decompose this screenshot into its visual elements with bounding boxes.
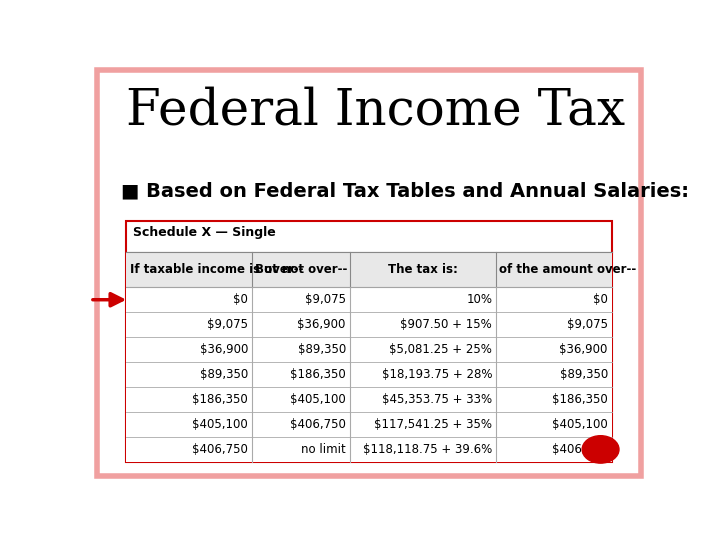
Bar xyxy=(126,362,612,387)
Text: If taxable income is over--: If taxable income is over-- xyxy=(130,263,303,276)
Text: $9,075: $9,075 xyxy=(567,318,608,331)
Bar xyxy=(126,412,612,437)
Text: Schedule X — Single: Schedule X — Single xyxy=(133,226,276,239)
Text: $406,750: $406,750 xyxy=(192,443,248,456)
Text: Federal Income Tax: Federal Income Tax xyxy=(126,85,626,135)
Text: $0: $0 xyxy=(593,293,608,306)
Text: $9,075: $9,075 xyxy=(207,318,248,331)
Text: $89,350: $89,350 xyxy=(559,368,608,381)
Text: $36,900: $36,900 xyxy=(200,343,248,356)
Text: of the amount over--: of the amount over-- xyxy=(500,263,636,276)
Text: $405,100: $405,100 xyxy=(192,418,248,431)
Text: $36,900: $36,900 xyxy=(297,318,346,331)
Text: $89,350: $89,350 xyxy=(297,343,346,356)
Bar xyxy=(126,337,612,362)
Text: 10%: 10% xyxy=(467,293,492,306)
Bar xyxy=(126,437,612,462)
Text: The tax is:: The tax is: xyxy=(388,263,458,276)
Text: But not over--: But not over-- xyxy=(256,263,348,276)
Text: $117,541.25 + 35%: $117,541.25 + 35% xyxy=(374,418,492,431)
Circle shape xyxy=(582,436,619,463)
Text: $186,350: $186,350 xyxy=(192,393,248,406)
Text: $186,350: $186,350 xyxy=(552,393,608,406)
Text: no limit: no limit xyxy=(301,443,346,456)
Text: $18,193.75 + 28%: $18,193.75 + 28% xyxy=(382,368,492,381)
Bar xyxy=(126,221,612,462)
Text: $186,350: $186,350 xyxy=(290,368,346,381)
Text: $405,100: $405,100 xyxy=(552,418,608,431)
Bar xyxy=(126,312,612,337)
Text: $5,081.25 + 25%: $5,081.25 + 25% xyxy=(390,343,492,356)
Text: $405,100: $405,100 xyxy=(290,393,346,406)
Bar xyxy=(126,387,612,412)
Text: $0: $0 xyxy=(233,293,248,306)
Text: $907.50 + 15%: $907.50 + 15% xyxy=(400,318,492,331)
Text: $406,750: $406,750 xyxy=(290,418,346,431)
Text: $406,750: $406,750 xyxy=(552,443,608,456)
Text: $45,353.75 + 33%: $45,353.75 + 33% xyxy=(382,393,492,406)
Text: $118,118.75 + 39.6%: $118,118.75 + 39.6% xyxy=(363,443,492,456)
Text: $36,900: $36,900 xyxy=(559,343,608,356)
Text: ■ Based on Federal Tax Tables and Annual Salaries:: ■ Based on Federal Tax Tables and Annual… xyxy=(121,181,689,200)
Text: $89,350: $89,350 xyxy=(200,368,248,381)
Bar xyxy=(126,252,612,287)
Bar xyxy=(126,287,612,312)
Text: $9,075: $9,075 xyxy=(305,293,346,306)
